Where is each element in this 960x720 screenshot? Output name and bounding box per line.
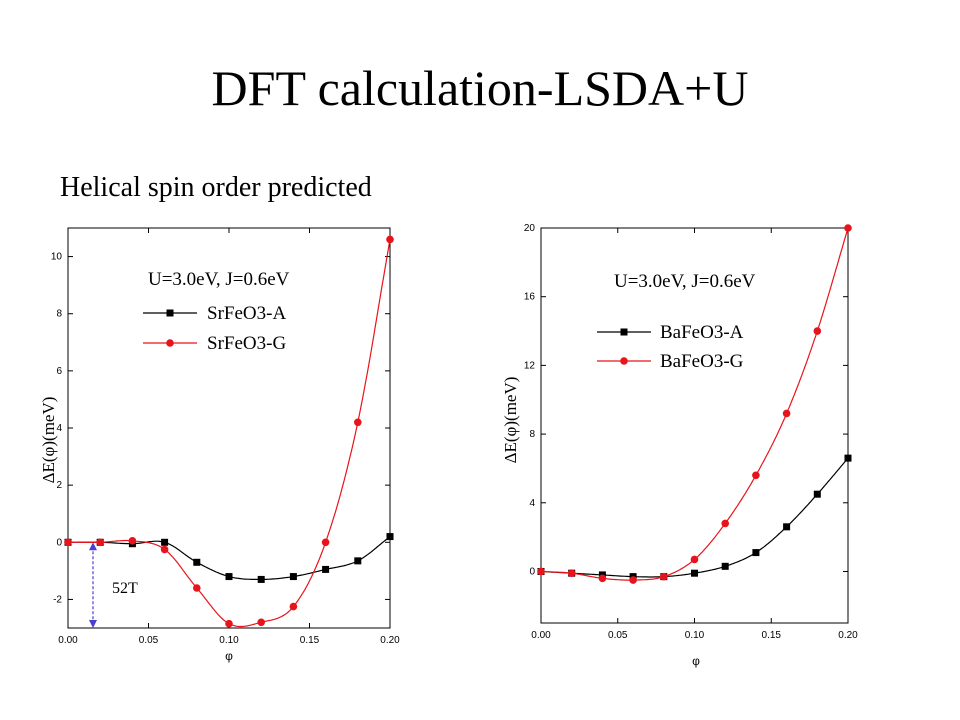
x-tick-label: 0.05 — [608, 630, 628, 641]
data-point-square — [386, 533, 394, 541]
x-axis-label: φ — [225, 649, 233, 663]
y-tick-label: 16 — [524, 292, 536, 303]
y-tick-label: 8 — [56, 309, 62, 320]
data-point-circle — [660, 572, 668, 581]
x-tick-label: 0.10 — [219, 635, 239, 646]
y-tick-label: 0 — [56, 537, 62, 548]
x-tick-label: 0.20 — [380, 635, 400, 646]
y-tick-label: 2 — [56, 480, 62, 491]
data-point-square — [289, 573, 297, 581]
annotation-arrowhead-down — [89, 620, 97, 628]
data-point-circle — [257, 618, 266, 627]
y-tick-label: 0 — [529, 566, 535, 577]
data-point-circle — [354, 418, 362, 427]
legend-swatch-marker — [620, 328, 628, 336]
series-BaFeO3-G — [537, 224, 852, 584]
data-point-circle — [844, 224, 852, 232]
data-point-square — [721, 562, 729, 570]
x-tick-label: 0.00 — [531, 630, 551, 641]
y-tick-label: 4 — [56, 423, 62, 434]
data-point-circle — [386, 235, 394, 244]
y-tick-label: 20 — [524, 223, 536, 234]
data-point-circle — [721, 519, 729, 528]
legend-entry-SrFeO3-A: SrFeO3-A — [207, 303, 286, 324]
legend-entry-BaFeO3-G: BaFeO3-G — [660, 351, 744, 372]
y-tick-label: 10 — [51, 252, 63, 263]
y-axis-label: ΔE(φ)(meV) — [501, 377, 520, 464]
data-point-square — [322, 565, 330, 573]
x-tick-label: 0.15 — [762, 630, 782, 641]
data-point-circle — [225, 619, 233, 628]
data-point-square — [813, 490, 821, 498]
slide-subtitle: Helical spin order predicted — [60, 172, 372, 203]
data-point-circle — [567, 569, 576, 577]
x-tick-label: 0.00 — [58, 635, 78, 646]
series-SrFeO3-G — [64, 235, 394, 628]
data-point-square — [225, 573, 233, 581]
data-point-square — [193, 558, 201, 566]
data-point-square — [161, 538, 169, 546]
data-point-square — [257, 575, 265, 583]
x-tick-label: 0.10 — [685, 630, 705, 641]
data-point-circle — [752, 471, 760, 480]
legend-title: U=3.0eV, J=0.6eV — [148, 269, 290, 290]
legend-swatch-marker — [166, 339, 174, 347]
annotation-arrowhead-up — [89, 542, 97, 551]
slide-title: DFT calculation-LSDA+U — [211, 60, 749, 116]
legend-swatch-marker — [166, 309, 174, 317]
x-tick-label: 0.05 — [139, 635, 159, 646]
legend-title: U=3.0eV, J=0.6eV — [614, 271, 756, 292]
y-tick-label: 8 — [529, 429, 535, 440]
x-tick-label: 0.15 — [300, 635, 320, 646]
data-point-square — [752, 549, 760, 557]
x-tick-label: 0.20 — [838, 630, 858, 641]
data-point-circle — [813, 327, 822, 335]
data-point-square — [844, 454, 852, 462]
y-tick-label: -2 — [53, 594, 62, 605]
data-point-circle — [321, 538, 330, 547]
data-point-circle — [193, 584, 201, 592]
legend-entry-BaFeO3-A: BaFeO3-A — [660, 322, 744, 343]
data-point-square — [354, 557, 362, 565]
y-axis-label: ΔE(φ)(meV) — [39, 397, 58, 484]
legend-swatch-marker — [620, 357, 628, 365]
annotation-label: 52T — [112, 580, 138, 597]
data-point-circle — [782, 409, 791, 418]
data-point-circle — [289, 602, 298, 611]
data-point-circle — [96, 538, 104, 547]
data-point-circle — [629, 576, 637, 584]
x-axis-label: φ — [692, 654, 700, 668]
data-point-circle — [598, 574, 607, 583]
data-point-square — [783, 523, 791, 531]
y-tick-label: 4 — [529, 498, 535, 509]
data-point-square — [691, 569, 698, 577]
data-point-circle — [690, 555, 699, 564]
data-point-circle — [64, 538, 72, 547]
y-tick-label: 12 — [524, 360, 536, 371]
y-tick-label: 6 — [56, 366, 62, 377]
legend-entry-SrFeO3-G: SrFeO3-G — [207, 333, 286, 354]
data-point-circle — [128, 537, 137, 545]
data-point-circle — [160, 545, 169, 554]
data-point-circle — [537, 567, 545, 576]
